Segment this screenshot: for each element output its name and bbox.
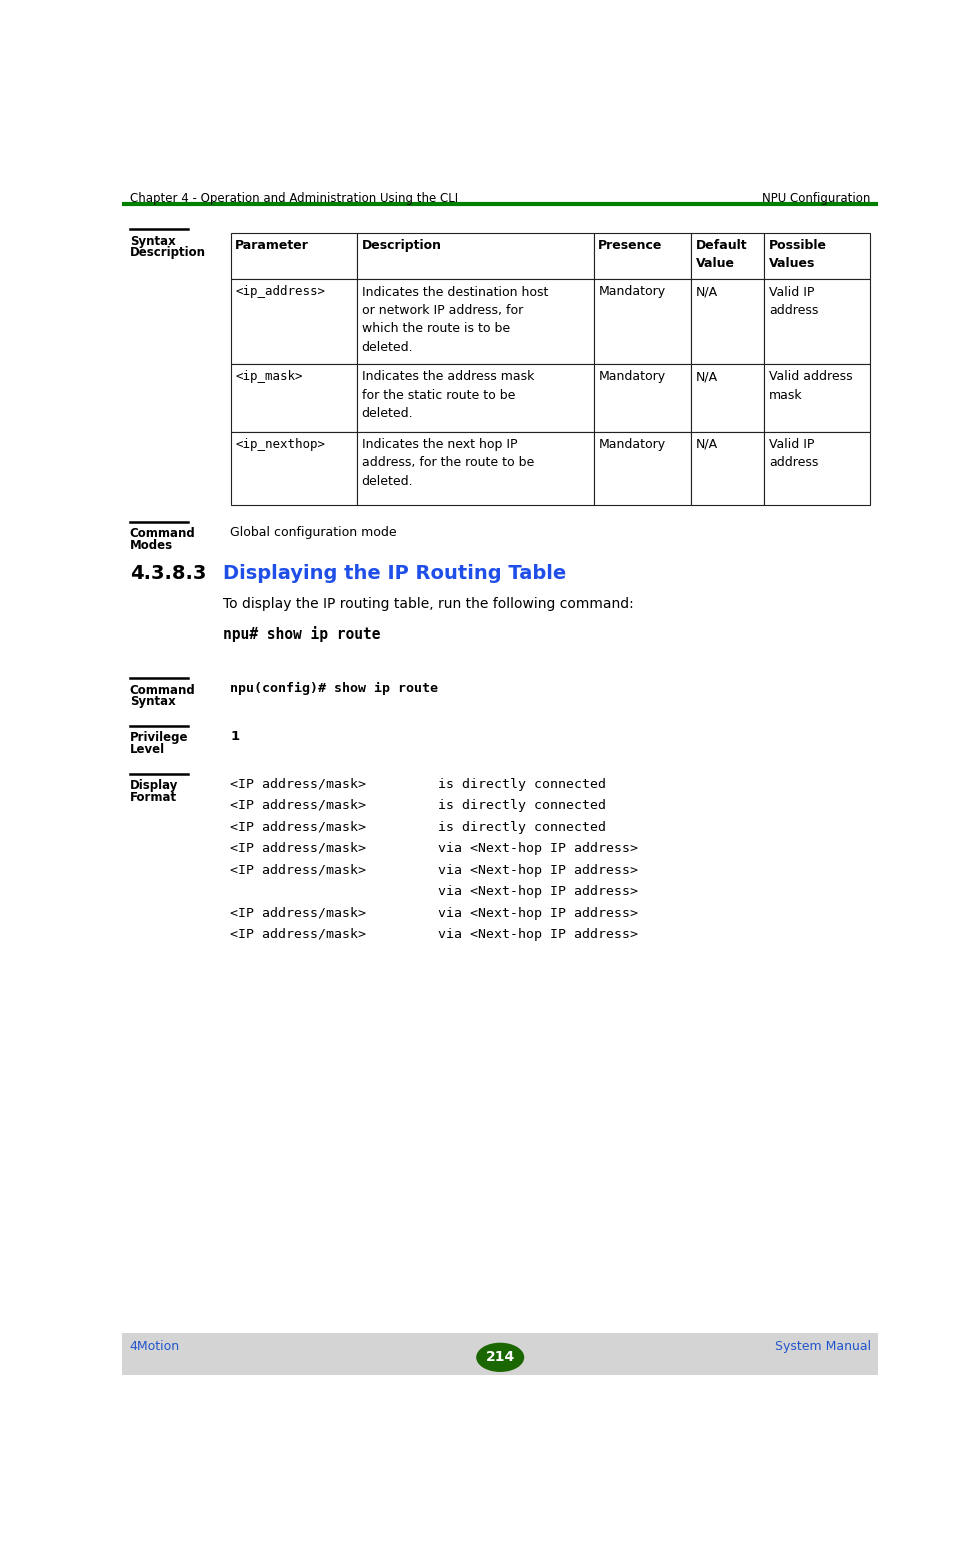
- Text: Privilege: Privilege: [130, 731, 188, 745]
- Text: Valid address
mask: Valid address mask: [769, 371, 853, 402]
- Text: 4.3.8.3: 4.3.8.3: [130, 564, 206, 584]
- Text: Command: Command: [130, 527, 195, 541]
- Text: Displaying the IP Routing Table: Displaying the IP Routing Table: [223, 564, 566, 584]
- Text: <ip_address>: <ip_address>: [235, 286, 325, 298]
- Text: Mandatory: Mandatory: [598, 371, 666, 383]
- Bar: [691, 431, 764, 505]
- Text: N/A: N/A: [696, 371, 717, 383]
- Bar: [691, 280, 764, 365]
- Text: <IP address/mask>         via <Next-hop IP address>: <IP address/mask> via <Next-hop IP addre…: [230, 907, 638, 919]
- Text: Valid IP
address: Valid IP address: [769, 437, 819, 470]
- Text: Indicates the destination host
or network IP address, for
which the route is to : Indicates the destination host or networ…: [362, 286, 549, 354]
- Text: Description: Description: [362, 239, 442, 252]
- Bar: [764, 365, 870, 431]
- Text: Default
Value: Default Value: [696, 239, 748, 270]
- Text: Level: Level: [130, 743, 165, 756]
- Bar: [230, 280, 357, 365]
- Text: Command: Command: [130, 683, 195, 697]
- Bar: [691, 233, 764, 280]
- Text: Chapter 4 - Operation and Administration Using the CLI: Chapter 4 - Operation and Administration…: [130, 192, 458, 204]
- Bar: [593, 233, 691, 280]
- Text: 4Motion: 4Motion: [130, 1341, 180, 1353]
- Text: Modes: Modes: [130, 539, 173, 552]
- Text: <IP address/mask>         via <Next-hop IP address>: <IP address/mask> via <Next-hop IP addre…: [230, 929, 638, 941]
- Text: <ip_mask>: <ip_mask>: [235, 371, 303, 383]
- Bar: [357, 280, 593, 365]
- Bar: [230, 431, 357, 505]
- Text: System Manual: System Manual: [775, 1341, 871, 1353]
- Text: 1: 1: [230, 729, 240, 743]
- Bar: [230, 233, 357, 280]
- Text: N/A: N/A: [696, 437, 717, 451]
- Text: Valid IP
address: Valid IP address: [769, 286, 819, 317]
- Bar: [357, 365, 593, 431]
- Text: Mandatory: Mandatory: [598, 437, 666, 451]
- Bar: [593, 431, 691, 505]
- Text: Description: Description: [130, 246, 206, 260]
- Text: Presence: Presence: [598, 239, 663, 252]
- Text: <IP address/mask>         via <Next-hop IP address>: <IP address/mask> via <Next-hop IP addre…: [230, 864, 638, 876]
- Bar: [357, 233, 593, 280]
- Text: Syntax: Syntax: [130, 235, 176, 247]
- Text: To display the IP routing table, run the following command:: To display the IP routing table, run the…: [223, 596, 633, 610]
- Text: NPU Configuration: NPU Configuration: [762, 192, 871, 204]
- Bar: [122, 1333, 878, 1375]
- Text: Possible
Values: Possible Values: [769, 239, 827, 270]
- Bar: [691, 365, 764, 431]
- Text: Parameter: Parameter: [235, 239, 309, 252]
- Text: npu(config)# show ip route: npu(config)# show ip route: [230, 681, 438, 695]
- Text: Format: Format: [130, 791, 177, 803]
- Text: <IP address/mask>         is directly connected: <IP address/mask> is directly connected: [230, 820, 606, 834]
- Text: Indicates the address mask
for the static route to be
deleted.: Indicates the address mask for the stati…: [362, 371, 534, 420]
- Text: <IP address/mask>         via <Next-hop IP address>: <IP address/mask> via <Next-hop IP addre…: [230, 842, 638, 856]
- Bar: [764, 280, 870, 365]
- Bar: [764, 233, 870, 280]
- Text: <ip_nexthop>: <ip_nexthop>: [235, 437, 325, 451]
- Text: Mandatory: Mandatory: [598, 286, 666, 298]
- Text: N/A: N/A: [696, 286, 717, 298]
- Text: via <Next-hop IP address>: via <Next-hop IP address>: [230, 885, 638, 898]
- Bar: [230, 365, 357, 431]
- Text: Indicates the next hop IP
address, for the route to be
deleted.: Indicates the next hop IP address, for t…: [362, 437, 534, 488]
- Text: Global configuration mode: Global configuration mode: [230, 525, 397, 539]
- Text: <IP address/mask>         is directly connected: <IP address/mask> is directly connected: [230, 777, 606, 791]
- Bar: [593, 365, 691, 431]
- Text: npu# show ip route: npu# show ip route: [223, 626, 381, 641]
- Text: <IP address/mask>         is directly connected: <IP address/mask> is directly connected: [230, 799, 606, 813]
- Text: 214: 214: [486, 1350, 514, 1364]
- Text: Display: Display: [130, 779, 179, 793]
- Ellipse shape: [476, 1343, 524, 1372]
- Text: Syntax: Syntax: [130, 695, 176, 708]
- Bar: [593, 280, 691, 365]
- Bar: [764, 431, 870, 505]
- Bar: [357, 431, 593, 505]
